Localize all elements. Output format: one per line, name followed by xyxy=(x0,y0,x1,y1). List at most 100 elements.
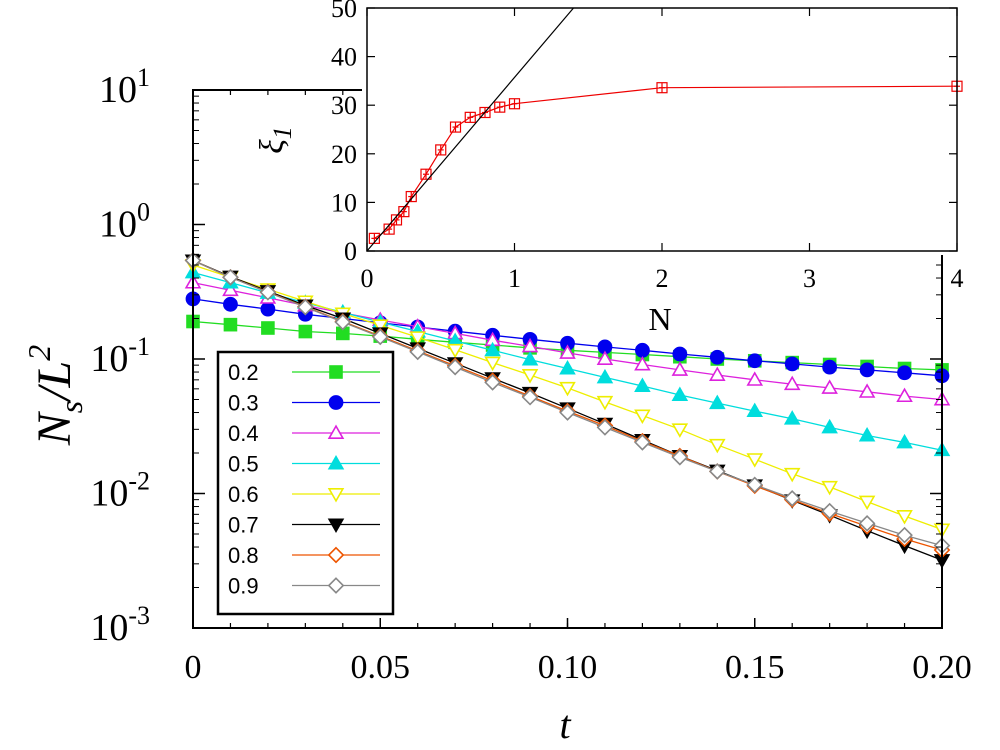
data-point-0.6 xyxy=(783,467,801,483)
data-point-0.4 xyxy=(783,375,801,391)
inset-data-point xyxy=(464,111,476,123)
data-point-0.5 xyxy=(821,418,838,434)
data-point-0.4 xyxy=(222,281,239,297)
legend-entry-0.9: 0.9 xyxy=(228,574,380,599)
y-tick-base: 10 xyxy=(90,338,128,380)
data-point-0.6 xyxy=(409,331,426,346)
data-point-0.2 xyxy=(298,324,313,339)
legend-label: 0.5 xyxy=(228,452,259,477)
legend-marker xyxy=(327,546,345,564)
data-point-0.9 xyxy=(521,388,539,406)
main-y-axis-label-sup: 2 xyxy=(21,345,57,361)
inset-y-axis-label: ξ1 xyxy=(254,126,297,154)
inset-y-tick-label: 10 xyxy=(331,188,357,217)
inset-y-tick-label: 40 xyxy=(331,43,357,72)
inset-y-tick-label: 20 xyxy=(331,140,357,169)
data-point-0.5 xyxy=(484,341,501,357)
y-tick-exponent: 1 xyxy=(137,63,150,92)
y-tick-exponent: -2 xyxy=(128,467,150,496)
data-point-0.6 xyxy=(596,395,614,411)
inset-series-layer xyxy=(366,7,963,252)
inset-background xyxy=(362,5,959,255)
legend-marker xyxy=(327,488,345,503)
legend-items: 0.2 0.3 0.4 0.5 0.6 0.7 0.8 0.9 xyxy=(228,360,380,599)
legend-entry-0.5: 0.5 xyxy=(228,452,380,477)
legend: 0.2 0.3 0.4 0.5 0.6 0.7 0.8 0.9 xyxy=(216,350,395,616)
data-point-0.4 xyxy=(821,379,838,394)
data-point-0.3 xyxy=(784,356,800,372)
data-point-0.5 xyxy=(521,351,539,366)
data-point-0.2 xyxy=(261,321,275,335)
data-point-0.5 xyxy=(671,386,689,401)
data-point-0.3 xyxy=(897,365,912,381)
data-point-0.5 xyxy=(783,410,801,425)
legend-entry-0.4: 0.4 xyxy=(228,421,380,446)
main-y-axis-label: Ns/L2 xyxy=(21,345,89,447)
data-point-0.5 xyxy=(858,426,876,442)
data-point-0.4 xyxy=(559,344,576,359)
legend-marker xyxy=(327,577,345,594)
data-point-0.9 xyxy=(559,404,576,421)
legend-marker xyxy=(327,424,345,439)
inset-x-tick-label: 1 xyxy=(508,264,521,293)
data-point-0.6 xyxy=(821,480,838,496)
x-tick-label: 0.15 xyxy=(725,649,785,686)
data-point-0.4 xyxy=(858,383,876,398)
inset-data-point xyxy=(656,82,668,94)
y-tick-base: 10 xyxy=(99,204,137,246)
data-point-0.9 xyxy=(746,476,764,494)
legend-label: 0.8 xyxy=(228,543,259,568)
data-point-0.5 xyxy=(746,402,764,418)
data-point-0.6 xyxy=(858,495,876,511)
main-y-axis-label-n: N xyxy=(28,410,81,446)
main-series-layer xyxy=(184,252,951,569)
inset-data-point xyxy=(435,144,447,156)
x-tick-label: 0 xyxy=(185,649,202,686)
x-tick-label: 0.05 xyxy=(351,649,411,686)
legend-marker xyxy=(327,518,345,534)
legend-entry-0.6: 0.6 xyxy=(228,482,380,507)
inset-line-fit xyxy=(366,7,574,252)
legend-label: 0.6 xyxy=(228,482,259,507)
y-tick-base: 10 xyxy=(99,69,137,111)
data-point-0.3 xyxy=(747,353,763,369)
inset-data-point xyxy=(420,168,432,180)
data-point-0.6 xyxy=(521,369,539,384)
inset-x-tick-label: 4 xyxy=(951,264,964,293)
inset-data-point xyxy=(494,101,506,113)
data-point-0.6 xyxy=(484,356,501,372)
main-x-axis-label: t xyxy=(559,702,571,747)
inset-y-axis-label-xi: ξ xyxy=(254,139,291,154)
y-tick-label: 100 xyxy=(99,198,150,246)
data-point-0.4 xyxy=(634,355,651,371)
data-point-0.3 xyxy=(223,296,238,312)
inset-x-axis-label: N xyxy=(648,301,671,337)
inset-y-tick-label: 50 xyxy=(331,0,357,23)
data-point-0.9 xyxy=(858,515,876,532)
legend-label: 0.4 xyxy=(228,421,259,446)
inset-x-tick-label: 0 xyxy=(361,264,374,293)
inset-data-point xyxy=(449,121,462,133)
y-tick-base: 10 xyxy=(90,607,128,649)
data-point-0.6 xyxy=(896,510,913,525)
y-tick-exponent: -3 xyxy=(128,601,150,630)
data-point-0.5 xyxy=(634,377,651,392)
data-point-0.9 xyxy=(821,502,838,520)
data-point-0.4 xyxy=(896,387,913,403)
data-point-0.4 xyxy=(596,350,614,365)
main-y-axis-label-rest: /L xyxy=(28,361,81,404)
data-point-0.5 xyxy=(559,359,576,375)
data-point-0.2 xyxy=(223,317,238,332)
x-tick-label: 0.20 xyxy=(912,649,972,686)
y-tick-base: 10 xyxy=(90,473,128,515)
legend-label: 0.3 xyxy=(228,391,259,416)
data-point-0.9 xyxy=(334,313,352,331)
legend-label: 0.9 xyxy=(228,574,259,599)
main-y-axis-label-sub: s xyxy=(53,401,89,413)
data-point-0.9 xyxy=(896,526,913,544)
y-tick-label: 10-3 xyxy=(90,601,150,649)
